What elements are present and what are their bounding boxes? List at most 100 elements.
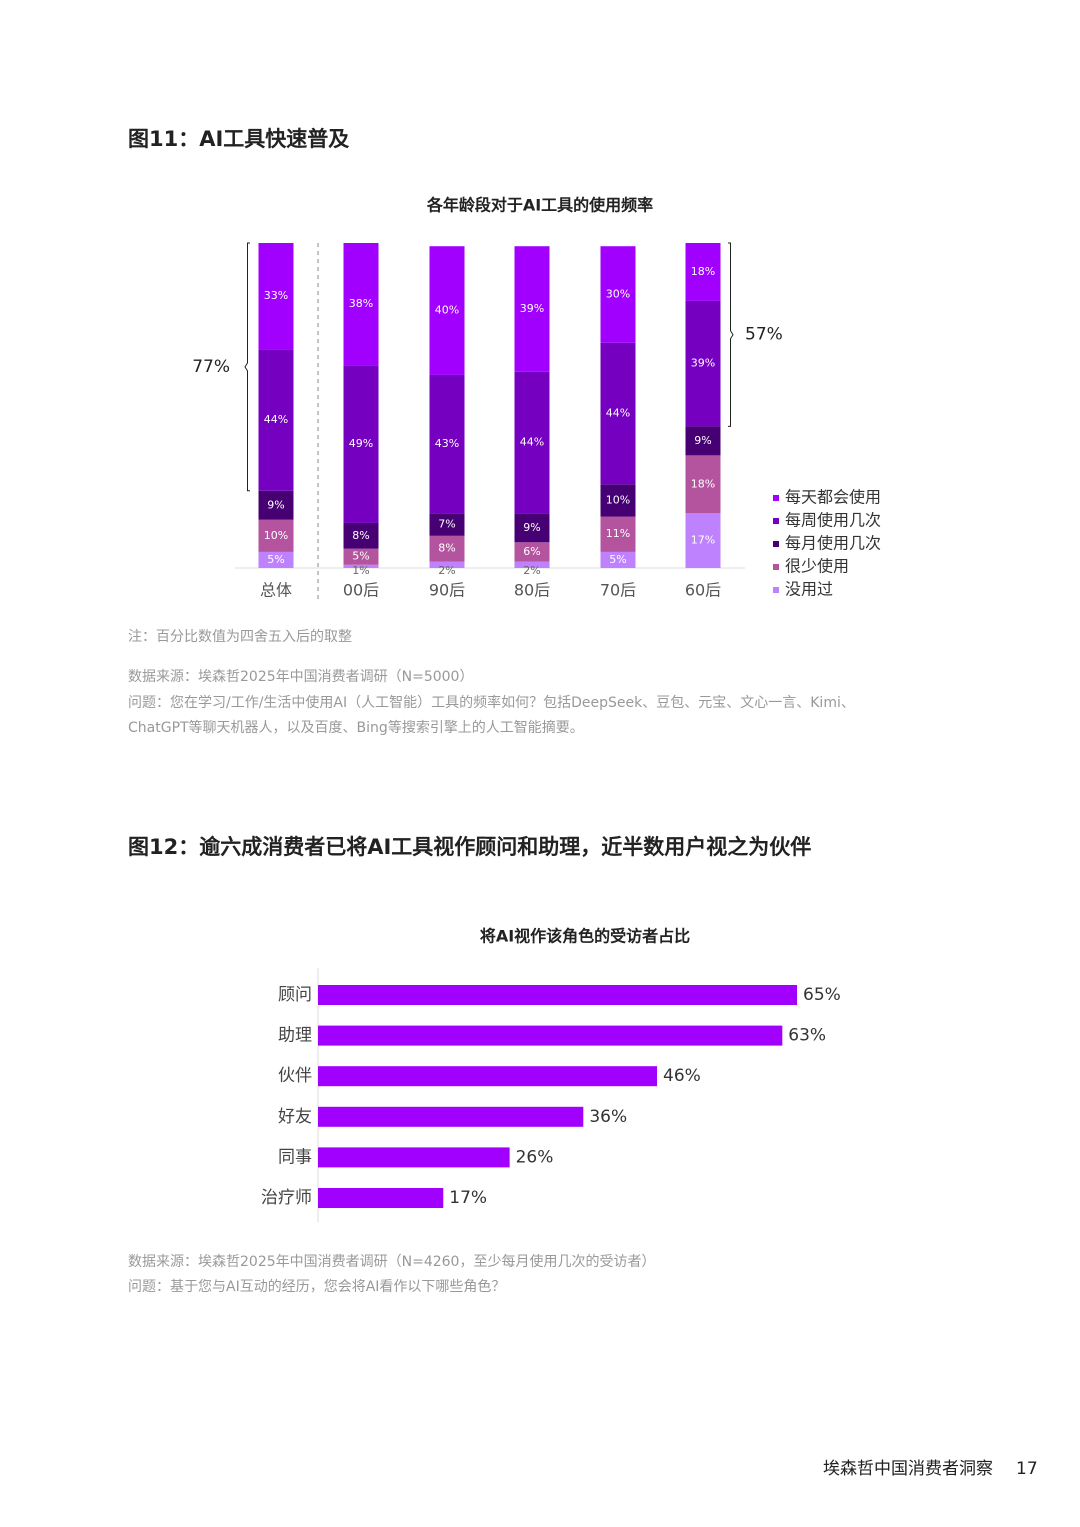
bar [318,1188,444,1208]
legend-label: 很少使用 [785,557,849,576]
page-number: 17 [1016,1459,1038,1479]
value-label: 49% [349,437,373,450]
question: ChatGPT等聊天机器人，以及百度、Bing等搜索引擎上的人工智能摘要。 [128,719,584,736]
bar-segment [600,516,636,552]
value-label: 5% [609,553,626,566]
value-label: 5% [352,550,369,563]
bar-segment [258,519,294,552]
bar-segment [343,365,379,523]
bar-segment [514,371,550,514]
y-tick-label: 好友 [278,1107,312,1127]
legend-label: 每周使用几次 [785,511,881,530]
legend-swatch [773,495,779,501]
value-label: 44% [520,436,544,449]
figure-title: 图12：逾六成消费者已将AI工具视作顾问和助理，近半数用户视之为伙伴 [128,835,811,859]
value-label: 7% [438,518,455,531]
value-label: 8% [352,529,369,542]
bar-segment [514,246,550,372]
legend-swatch [773,564,779,570]
source: 数据来源：埃森哲2025年中国消费者调研（N=5000） [128,669,473,685]
value-label: 26% [516,1147,554,1167]
bar-segment [343,522,379,549]
note: 注：百分比数值为四舍五入后的取整 [128,629,352,645]
value-label: 38% [349,297,373,310]
bar-segment [600,484,636,517]
x-tick-label: 00后 [343,581,379,600]
bracket [728,242,734,427]
bar-segment [685,300,721,427]
bar-segment [258,349,294,491]
value-label: 63% [788,1026,826,1046]
value-label: 9% [267,498,284,511]
value-label: 10% [606,493,630,506]
legend-swatch [773,518,779,524]
value-label: 40% [435,304,459,317]
value-label: 9% [523,521,540,534]
value-label: 5% [267,553,284,566]
value-label: 9% [694,434,711,447]
bar-segment [258,243,294,350]
y-tick-label: 伙伴 [278,1066,312,1086]
value-label: 65% [803,985,841,1005]
question: 问题：基于您与AI互动的经历，您会将AI看作以下哪些角色？ [128,1278,505,1295]
bar-segment [343,243,379,366]
legend-swatch [773,587,779,593]
value-label: 6% [523,545,540,558]
x-tick-label: 90后 [429,581,465,600]
value-label: 2% [523,564,540,577]
bar-segment [514,513,550,543]
bracket-label: 77% [192,357,230,377]
x-tick-label: 总体 [260,581,292,600]
value-label: 46% [663,1066,701,1086]
bar-segment [685,243,721,301]
value-label: 39% [691,357,715,370]
value-label: 43% [435,437,459,450]
legend-swatch [773,541,779,547]
bar-segment [685,426,721,456]
bar-segment [600,246,636,343]
bracket-label: 57% [745,325,783,345]
bar-segment [685,455,721,514]
footer-text: 埃森哲中国消费者洞察 [823,1459,993,1479]
value-label: 1% [352,564,369,577]
value-label: 44% [264,413,288,426]
value-label: 18% [691,265,715,278]
legend-label: 每天都会使用 [785,488,881,507]
bar-segment [343,564,379,568]
bar-segment [429,535,465,562]
value-label: 39% [520,302,544,315]
value-label: 11% [606,527,630,540]
y-tick-label: 顾问 [278,985,312,1005]
x-tick-label: 60后 [685,581,721,600]
value-label: 17% [691,534,715,547]
value-label: 8% [438,542,455,555]
bar-segment [429,513,465,536]
bar [318,1066,658,1087]
y-tick-label: 治疗师 [261,1188,312,1208]
value-label: 18% [691,477,715,490]
bar-segment [600,551,636,568]
legend-label: 每月使用几次 [785,534,881,553]
bar-segment [429,561,465,568]
bar-segment [429,374,465,514]
figure-title: 图11：AI工具快速普及 [128,127,350,151]
y-tick-label: 助理 [278,1026,312,1046]
value-label: 36% [589,1107,627,1127]
y-tick-label: 同事 [278,1147,312,1167]
bracket [244,242,250,492]
bar-segment [514,542,550,562]
bar-segment [343,548,379,565]
value-label: 10% [264,529,288,542]
bar [318,1025,783,1046]
question: 问题：您在学习/工作/生活中使用AI（人工智能）工具的频率如何？包括DeepSe… [128,694,855,711]
bar-segment [258,490,294,520]
value-label: 33% [264,289,288,302]
bar-segment [685,513,721,568]
bar-segment [258,551,294,568]
chart-title: 将AI视作该角色的受访者占比 [480,927,690,946]
value-label: 30% [606,287,630,300]
legend-label: 没用过 [785,580,833,599]
bar-segment [514,561,550,568]
